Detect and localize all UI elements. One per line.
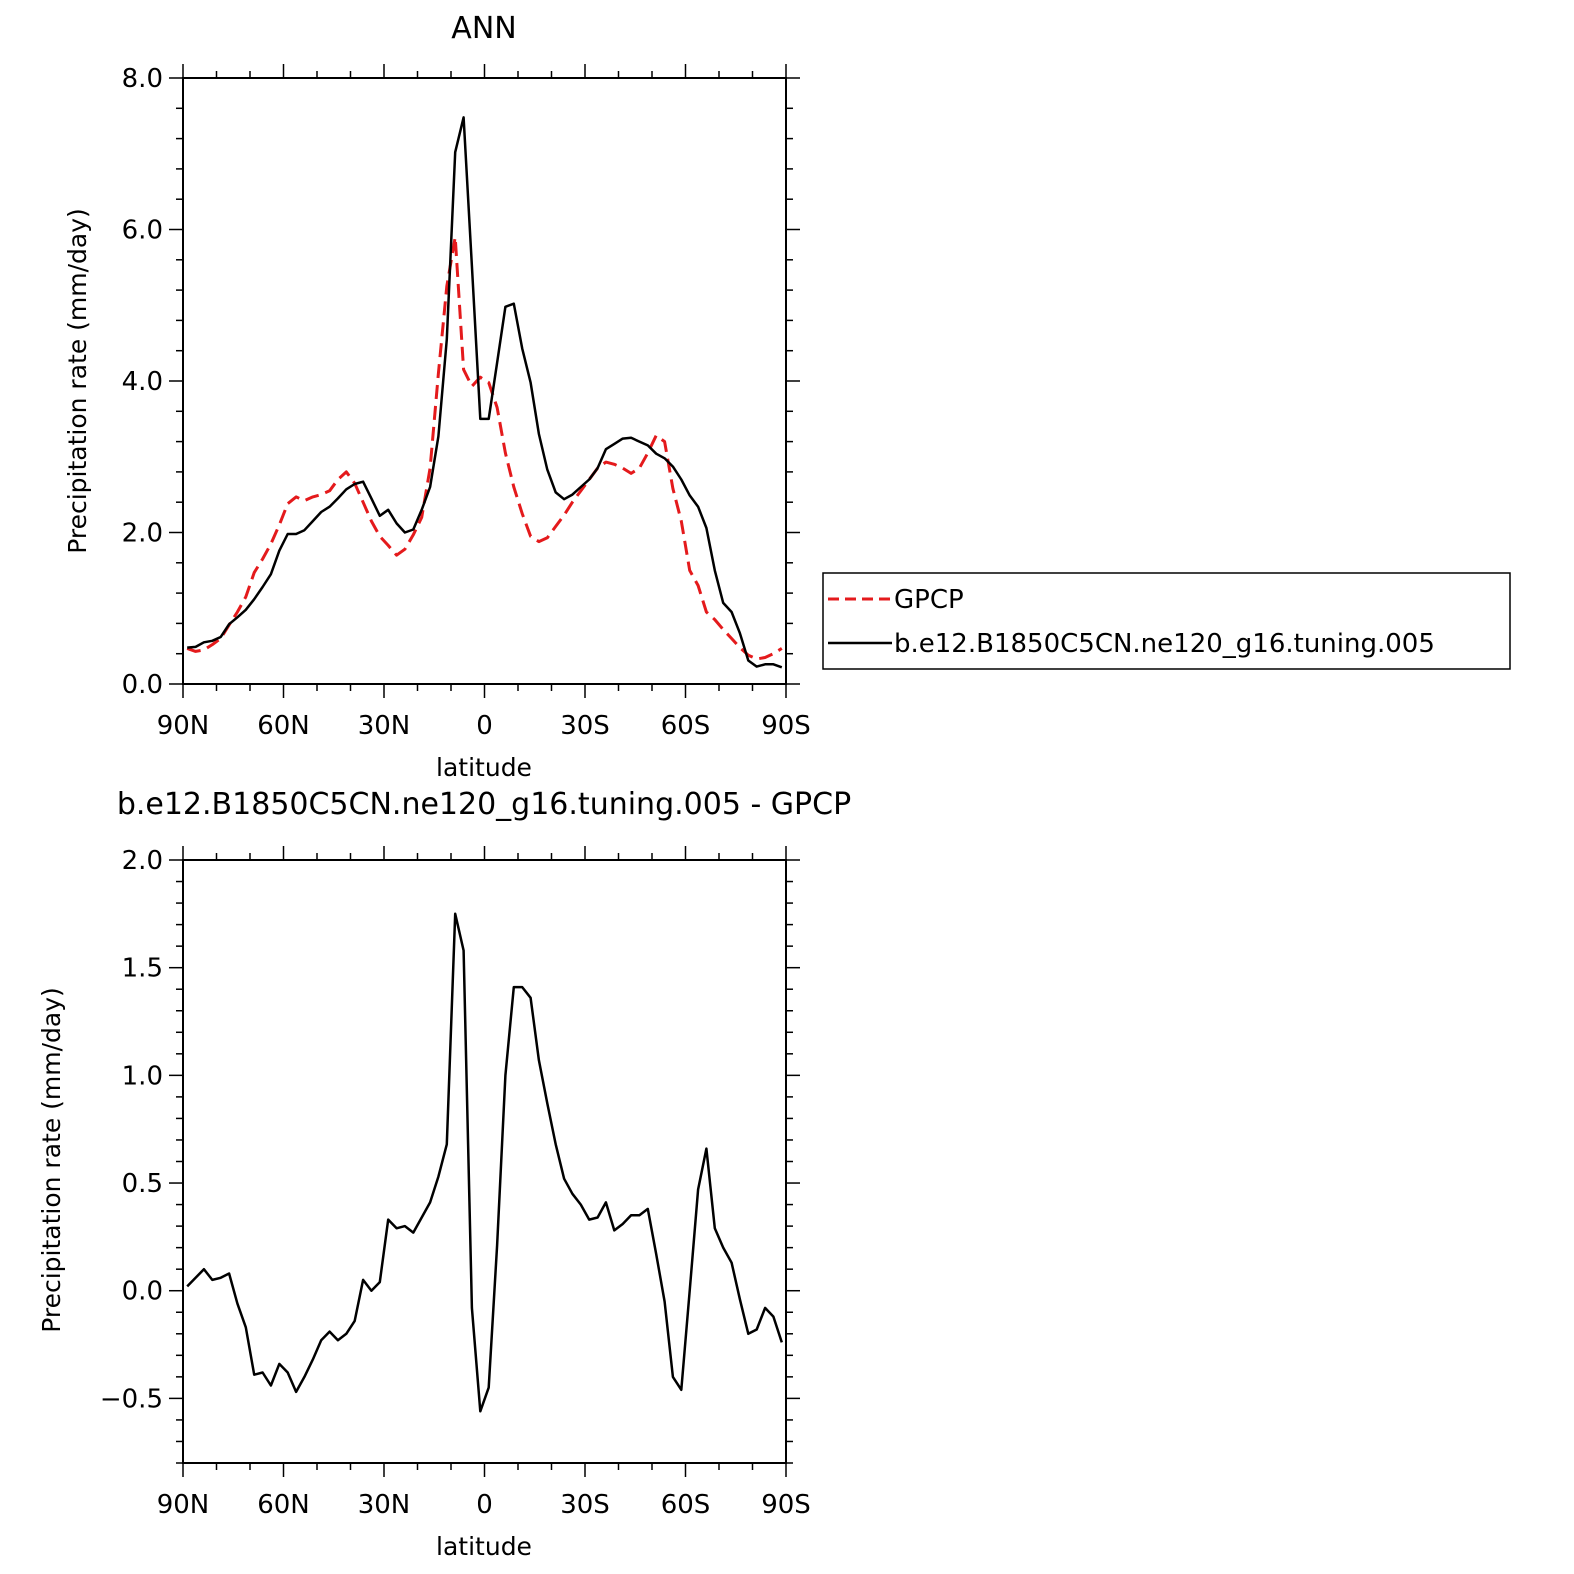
x-tick-label: 30S [560, 711, 610, 741]
y-tick-label: 8.0 [122, 64, 163, 94]
x-tick-label: 0 [476, 711, 493, 741]
legend-entry-model: b.e12.B1850C5CN.ne120_g16.tuning.005 [894, 629, 1435, 659]
y-tick-label: 4.0 [122, 367, 163, 397]
top-x-axis-label: latitude [436, 753, 532, 782]
y-tick-label: 1.0 [122, 1061, 163, 1091]
y-tick-label: 0.0 [122, 1277, 163, 1307]
top-y-axis-label: Precipitation rate (mm/day) [63, 208, 92, 554]
y-tick-label: 0.5 [122, 1169, 163, 1199]
x-tick-label: 90S [761, 711, 811, 741]
x-tick-label: 60S [661, 711, 711, 741]
x-tick-label: 30N [358, 711, 411, 741]
x-tick-label: 60N [257, 1490, 310, 1520]
legend-box [822, 572, 1511, 670]
x-tick-label: 90N [157, 1490, 210, 1520]
x-tick-label: 30N [358, 1490, 411, 1520]
legend: GPCP b.e12.B1850C5CN.ne120_g16.tuning.00… [822, 572, 1511, 670]
top-plot-area: 0.0 2.0 4.0 6.0 8.0 90N 60N 30N 0 30S 60S 90S [122, 64, 811, 741]
x-tick-label: 90N [157, 711, 210, 741]
plot-frame [182, 859, 787, 1464]
plot-frame [182, 77, 787, 685]
bottom-plot-area: −0.5 0.0 0.5 1.0 1.5 2.0 90N 60N 30N 0 30S 60S 90S [100, 846, 811, 1520]
legend-entry-gpcp: GPCP [894, 585, 964, 615]
x-tick-label: 60N [257, 711, 310, 741]
x-tick-label: 60S [661, 1490, 711, 1520]
gpcp-series-line [186, 235, 783, 661]
x-tick-label: 30S [560, 1490, 610, 1520]
top-panel: ANN 0.0 2.0 4.0 6.0 8.0 90N 60N 30N 0 30S 60S 90S P… [63, 11, 811, 782]
top-chart-title: ANN [451, 11, 516, 46]
difference-series-line [186, 912, 783, 1413]
bottom-chart-title: b.e12.B1850C5CN.ne120_g16.tuning.005 - G… [117, 787, 851, 822]
y-tick-label: 2.0 [122, 846, 163, 876]
y-tick-label: 1.5 [122, 954, 163, 984]
model-series-line [187, 116, 783, 669]
y-tick-label: −0.5 [100, 1384, 163, 1414]
y-tick-label: 0.0 [122, 670, 163, 700]
y-tick-label: 6.0 [122, 216, 163, 246]
x-tick-label: 90S [761, 1490, 811, 1520]
bottom-panel: b.e12.B1850C5CN.ne120_g16.tuning.005 - G… [37, 787, 851, 1561]
y-tick-label: 2.0 [122, 519, 163, 549]
bottom-x-axis-label: latitude [436, 1532, 532, 1561]
bottom-y-axis-label: Precipitation rate (mm/day) [37, 987, 66, 1333]
x-tick-label: 0 [476, 1490, 493, 1520]
